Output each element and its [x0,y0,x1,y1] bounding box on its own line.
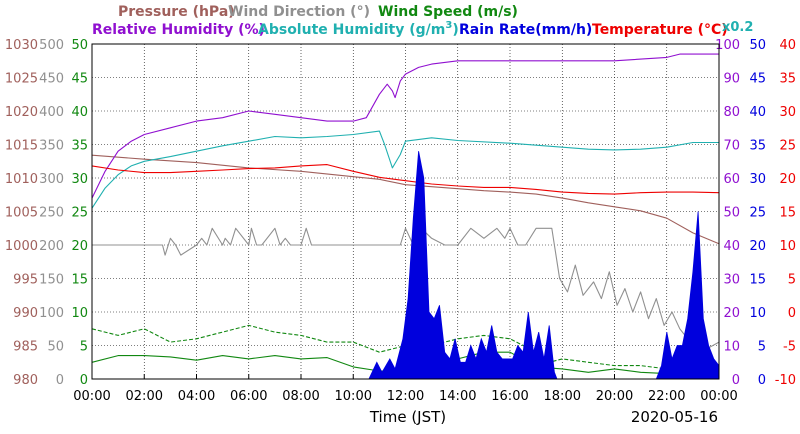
y-tick-wind-direction: 500 [39,38,64,53]
y-tick-rain-rate: 30 [749,172,766,187]
plot-area [91,53,720,380]
y-tick-wind-speed: 35 [71,139,88,154]
y-tick-rain-rate: 15 [749,273,766,288]
x-axis-label: Time (JST) [369,408,446,426]
y-tick-wind-speed: 45 [71,72,88,87]
x-tick-label: 16:00 [491,389,528,404]
x-tick-label: 04:00 [178,389,215,404]
y-tick-pressure: 1015 [5,139,38,154]
y-tick-rain-rate: 50 [749,38,766,53]
y-tick-relative-humidity: 0 [732,373,740,388]
y-tick-wind-direction: 450 [39,72,64,87]
y-tick-wind-direction: 200 [39,239,64,254]
y-tick-pressure: 1000 [5,239,38,254]
x-tick-label: 10:00 [335,389,372,404]
y-tick-wind-speed: 20 [71,239,88,254]
y-tick-rain-rate: 25 [749,206,766,221]
series-rain-rate [368,151,720,380]
plot-frame [91,43,720,380]
y-tick-relative-humidity: 50 [723,206,740,221]
y-tick-pressure: 990 [13,306,38,321]
x-tick-label: 02:00 [126,389,163,404]
y-tick-rain-rate: 0 [758,373,766,388]
y-tick-wind-speed: 50 [71,38,88,53]
y-tick-temperature: 30 [779,105,796,120]
x-tick-label: 20:00 [596,389,633,404]
series-relative-humidity [91,53,719,199]
y-tick-rain-rate: 10 [749,306,766,321]
y-tick-temperature: 15 [779,206,796,221]
y-tick-relative-humidity: 20 [723,306,740,321]
axes: 9809859909951000100510101015102010251030… [5,38,796,404]
y-tick-relative-humidity: 60 [723,172,740,187]
y-tick-rain-rate: 35 [749,139,766,154]
y-tick-wind-direction: 250 [39,206,64,221]
legend-wind-direction: Wind Direction (°) [228,4,370,20]
legend-rain-rate: Rain Rate(mm/h) [459,22,592,38]
y-tick-pressure: 1005 [5,206,38,221]
y-tick-wind-speed: 40 [71,105,88,120]
y-tick-pressure: 1020 [5,105,38,120]
x-tick-label: 18:00 [544,389,581,404]
y-tick-relative-humidity: 70 [723,139,740,154]
y-tick-wind-direction: 400 [39,105,64,120]
y-tick-pressure: 1025 [5,72,38,87]
y-tick-relative-humidity: 90 [723,72,740,87]
x-tick-label: 00:00 [700,389,737,404]
y-tick-temperature: -10 [775,373,796,388]
series-temperature [91,164,720,195]
legend-temperature: Temperature (°C) [592,22,728,38]
x-tick-label: 22:00 [648,389,685,404]
y-tick-temperature: 20 [779,172,796,187]
legend-relative-humidity: Relative Humidity (%) [92,22,265,38]
y-tick-pressure: 985 [13,340,38,355]
y-tick-wind-direction: 350 [39,139,64,154]
y-tick-wind-direction: 0 [56,373,64,388]
y-tick-relative-humidity: 30 [723,273,740,288]
y-tick-wind-direction: 100 [39,306,64,321]
y-tick-wind-speed: 5 [80,340,88,355]
legend-wind-speed: Wind Speed (m/s) [378,4,518,20]
y-tick-pressure: 1030 [5,38,38,53]
chart-date: 2020-05-16 [631,408,718,426]
series-wind-direction [92,227,720,353]
y-tick-relative-humidity: 40 [723,239,740,254]
y-tick-rain-rate: 5 [758,340,766,355]
x-tick-label: 12:00 [387,389,424,404]
x-tick-label: 08:00 [282,389,319,404]
y-tick-temperature: 0 [788,306,796,321]
x-tick-label: 14:00 [439,389,476,404]
x-tick-label: 06:00 [230,389,267,404]
y-tick-temperature: -5 [783,340,796,355]
y-tick-pressure: 995 [13,273,38,288]
x-tick-label: 00:00 [73,389,110,404]
y-tick-rain-rate: 40 [749,105,766,120]
y-tick-wind-speed: 15 [71,273,88,288]
legend-scale-note: x0.2 [722,20,753,35]
y-tick-relative-humidity: 100 [715,38,740,53]
y-tick-temperature: 5 [788,273,796,288]
y-tick-relative-humidity: 10 [723,340,740,355]
legend-pressure: Pressure (hPa) [118,4,235,20]
y-tick-wind-speed: 10 [71,306,88,321]
y-tick-temperature: 35 [779,72,796,87]
y-tick-wind-speed: 30 [71,172,88,187]
y-tick-relative-humidity: 80 [723,105,740,120]
legend-absolute-humidity: Absolute Humidity (g/m3) [258,20,459,38]
y-tick-wind-direction: 50 [47,340,64,355]
y-tick-wind-direction: 300 [39,172,64,187]
y-tick-pressure: 1010 [5,172,38,187]
y-tick-temperature: 25 [779,139,796,154]
y-tick-pressure: 980 [13,373,38,388]
y-tick-wind-speed: 0 [80,373,88,388]
y-tick-wind-speed: 25 [71,206,88,221]
series-absolute-humidity [91,130,719,209]
y-tick-wind-direction: 150 [39,273,64,288]
y-tick-temperature: 40 [779,38,796,53]
y-tick-temperature: 10 [779,239,796,254]
y-tick-rain-rate: 45 [749,72,766,87]
grid [92,44,719,379]
y-tick-rain-rate: 20 [749,239,766,254]
